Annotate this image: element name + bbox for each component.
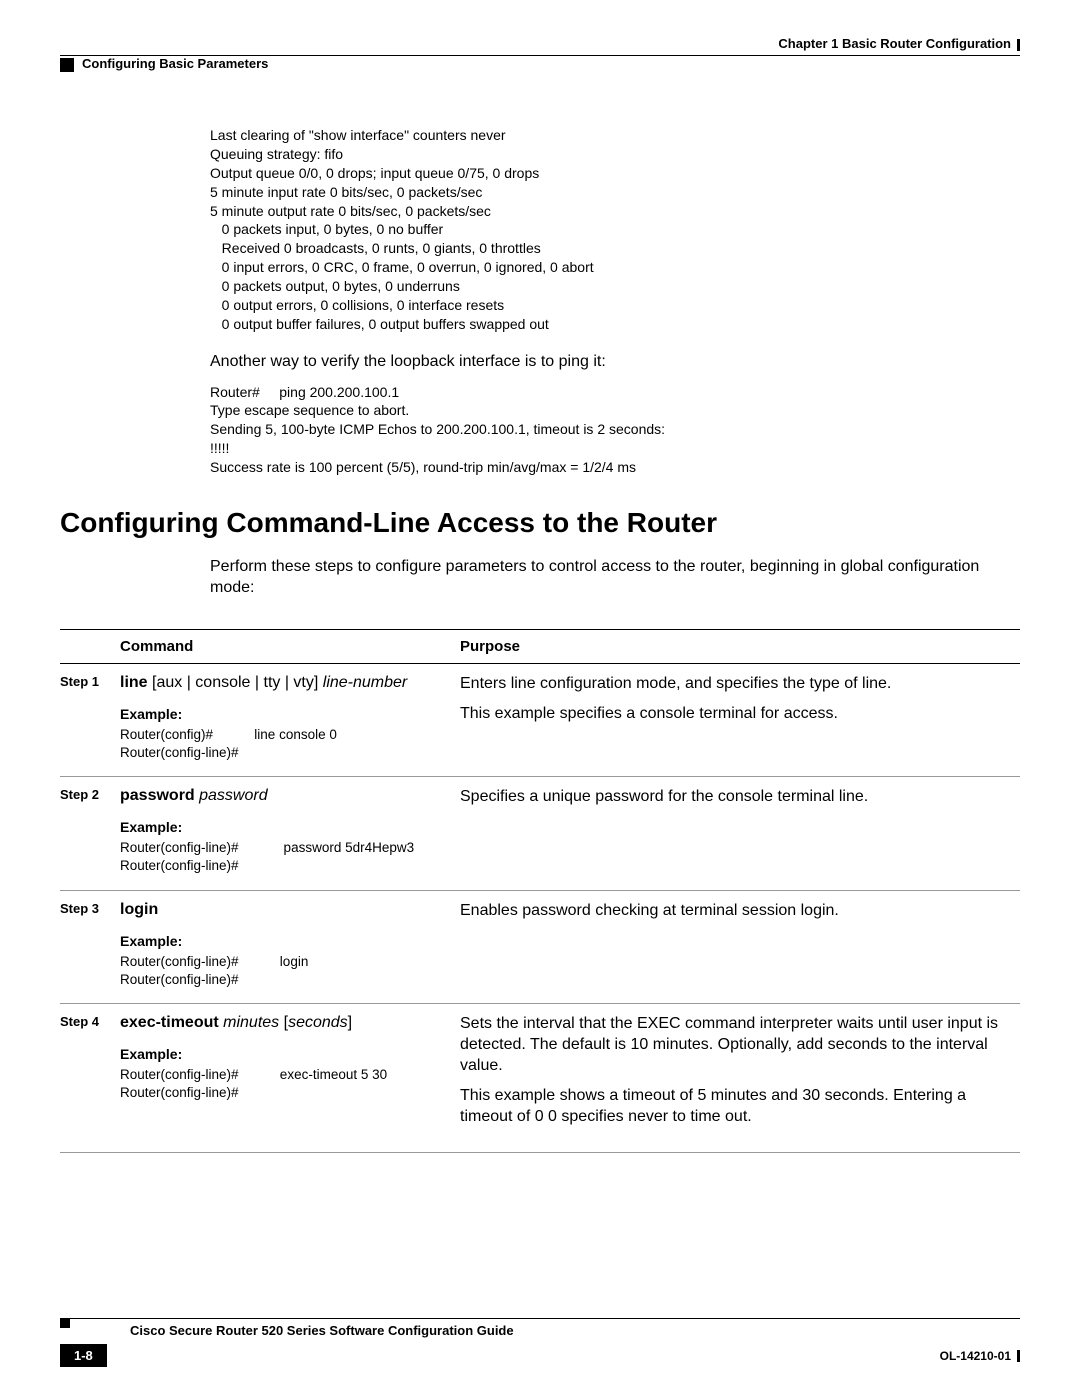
step-label: Step 2 <box>60 777 120 890</box>
command-syntax: exec-timeout minutes [seconds] <box>120 1014 450 1032</box>
example-code: Router(config)# line console 0 Router(co… <box>120 726 450 762</box>
interface-output-code: Last clearing of "show interface" counte… <box>210 126 1000 334</box>
footer-doc-title: Cisco Secure Router 520 Series Software … <box>130 1323 1020 1338</box>
header-chapter: Chapter 1 Basic Router Configuration <box>60 36 1020 55</box>
header-square-icon <box>60 58 74 72</box>
page-footer: Cisco Secure Router 520 Series Software … <box>60 1300 1020 1367</box>
example-code: Router(config-line)# password 5dr4Hepw3 … <box>120 839 450 875</box>
section-intro: Perform these steps to configure paramet… <box>210 557 980 599</box>
doc-id: OL-14210-01 <box>940 1349 1020 1363</box>
command-syntax: line [aux | console | tty | vty] line-nu… <box>120 674 450 692</box>
header-subtitle: Configuring Basic Parameters <box>60 56 268 72</box>
command-syntax: password password <box>120 787 450 805</box>
table-row: Step 1 line [aux | console | tty | vty] … <box>60 663 1020 776</box>
section-heading: Configuring Command-Line Access to the R… <box>60 507 1020 539</box>
ping-intro-text: Another way to verify the loopback inter… <box>210 352 1000 373</box>
example-code: Router(config-line)# login Router(config… <box>120 953 450 989</box>
page-header: Chapter 1 Basic Router Configuration Con… <box>60 36 1020 56</box>
footer-square-icon <box>60 1318 70 1328</box>
col-purpose: Purpose <box>460 629 1020 663</box>
table-row: Step 2 password password Example: Router… <box>60 777 1020 890</box>
table-row: Step 3 login Example: Router(config-line… <box>60 890 1020 1003</box>
command-syntax: login <box>120 901 450 919</box>
page-number: 1-8 <box>60 1344 107 1367</box>
steps-table: Command Purpose Step 1 line [aux | conso… <box>60 629 1020 1153</box>
example-label: Example: <box>120 819 450 835</box>
ping-output-code: Router# ping 200.200.100.1 Type escape s… <box>210 383 1000 477</box>
purpose-text: Enables password checking at terminal se… <box>460 890 1020 1003</box>
purpose-text: Sets the interval that the EXEC command … <box>460 1003 1020 1152</box>
document-page: Chapter 1 Basic Router Configuration Con… <box>0 0 1080 1397</box>
example-code: Router(config-line)# exec-timeout 5 30 R… <box>120 1066 450 1102</box>
purpose-text: Specifies a unique password for the cons… <box>460 777 1020 890</box>
col-command: Command <box>120 629 460 663</box>
example-label: Example: <box>120 933 450 949</box>
step-label: Step 1 <box>60 663 120 776</box>
table-row: Step 4 exec-timeout minutes [seconds] Ex… <box>60 1003 1020 1152</box>
purpose-text: Enters line configuration mode, and spec… <box>460 663 1020 776</box>
example-label: Example: <box>120 1046 450 1062</box>
step-label: Step 3 <box>60 890 120 1003</box>
example-label: Example: <box>120 706 450 722</box>
step-label: Step 4 <box>60 1003 120 1152</box>
